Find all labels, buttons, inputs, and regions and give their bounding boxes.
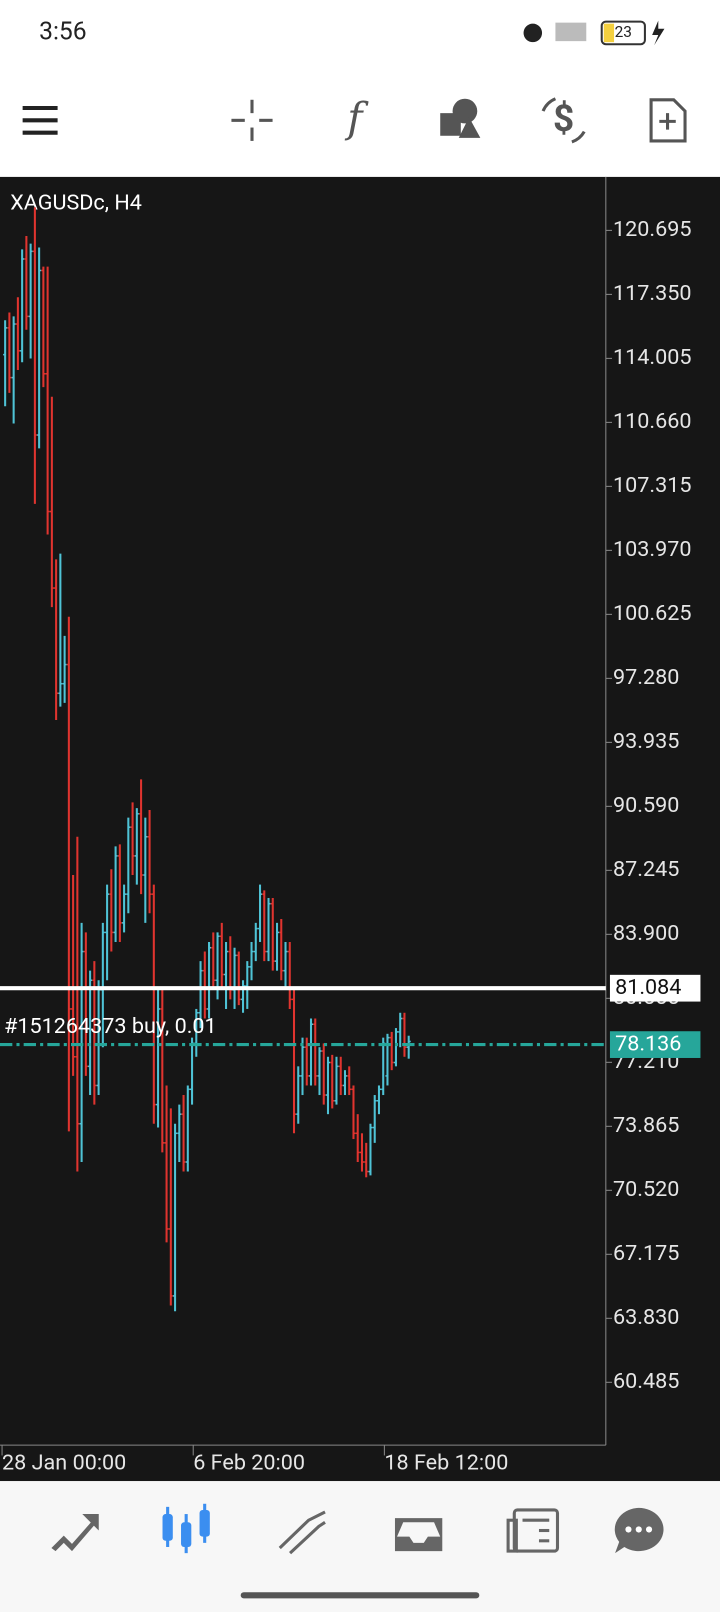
y-tick-label: 103.970 <box>613 537 691 562</box>
trade-tab[interactable] <box>278 1510 326 1555</box>
x-tick-label: 6 Feb 20:00 <box>193 1450 305 1475</box>
y-tick-label: 114.005 <box>613 345 691 370</box>
y-tick-label: 120.695 <box>613 217 691 242</box>
y-tick-label: 110.660 <box>613 409 691 434</box>
chart-bg <box>0 176 720 1482</box>
y-tick-label: 117.350 <box>613 281 691 306</box>
menu-button[interactable] <box>22 105 58 135</box>
chart-title: XAGUSDc, H4 <box>10 190 142 215</box>
news-tab[interactable] <box>506 1508 560 1553</box>
y-tick-label: 60.485 <box>613 1369 679 1394</box>
x-tick-label: 28 Jan 00:00 <box>2 1450 126 1475</box>
y-tick-label: 63.830 <box>613 1305 679 1330</box>
y-tick-label: 67.175 <box>613 1241 679 1266</box>
bottom-nav <box>0 1481 720 1612</box>
header-bg <box>0 0 720 177</box>
x-tick-label: 18 Feb 12:00 <box>384 1450 508 1475</box>
price-tag <box>609 974 701 1002</box>
price-tag-label: 78.136 <box>615 1031 681 1056</box>
y-tick-label: 83.900 <box>613 921 679 946</box>
order-label: #151264373 buy, 0.01 <box>4 1014 217 1039</box>
history-tab[interactable] <box>394 1518 443 1552</box>
crosshair-button[interactable] <box>231 99 273 141</box>
y-tick-label: 100.625 <box>613 601 691 626</box>
objects-button[interactable] <box>440 98 481 138</box>
status-time: 3:56 <box>39 17 87 46</box>
chat-tab[interactable] <box>614 1507 664 1554</box>
new-order-button[interactable] <box>649 98 687 143</box>
home-indicator <box>240 1592 480 1599</box>
y-tick-label: 90.590 <box>613 793 679 818</box>
price-tag-label: 81.084 <box>615 975 681 1000</box>
status-icons <box>523 20 665 46</box>
y-tick-label: 87.245 <box>613 857 679 882</box>
plot: 120.695 117.350 114.005 110.660 107.315 103.9… <box>0 207 701 1475</box>
y-tick-label: 97.280 <box>613 665 679 690</box>
y-tick-label: 73.865 <box>613 1113 679 1138</box>
chart-tab[interactable] <box>162 1503 210 1554</box>
battery-level: 23 <box>615 23 632 41</box>
svg-text:$: $ <box>553 98 574 141</box>
trade-button[interactable]: $ <box>541 97 586 144</box>
price-tag <box>609 1031 701 1058</box>
y-tick-label: 107.315 <box>613 473 691 498</box>
y-tick-label: 93.935 <box>613 729 679 754</box>
y-tick-label: 70.520 <box>613 1177 679 1202</box>
